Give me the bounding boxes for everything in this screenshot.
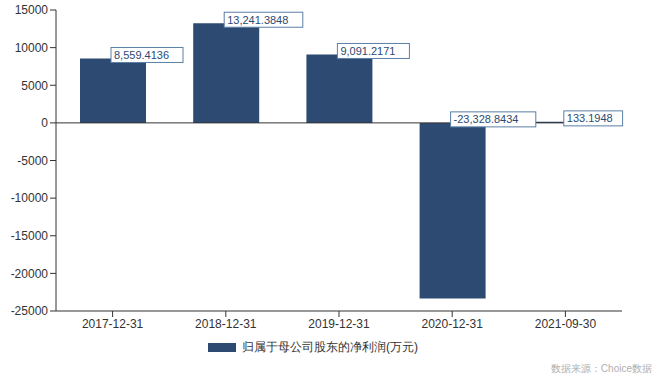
- svg-text:-23,328.8434: -23,328.8434: [454, 113, 519, 125]
- html-text:数据来源：Choice数据: 数据来源：Choice数据: [550, 363, 652, 374]
- svg-text:2019-12-31: 2019-12-31: [308, 317, 370, 331]
- html-text:归属于母公司股东的净利润(万元): 归属于母公司股东的净利润(万元): [242, 340, 418, 354]
- svg-text:8,559.4136: 8,559.4136: [114, 49, 169, 61]
- svg-text:2021-09-30: 2021-09-30: [535, 317, 597, 331]
- svg-text:15000: 15000: [15, 3, 49, 17]
- svg-text:2017-12-31: 2017-12-31: [82, 317, 144, 331]
- svg-text:9,091.2171: 9,091.2171: [340, 45, 395, 57]
- svg-text:10000: 10000: [15, 41, 49, 55]
- svg-text:-10000: -10000: [11, 191, 49, 205]
- svg-text:5000: 5000: [21, 79, 48, 93]
- svg-text:2020-12-31: 2020-12-31: [422, 317, 484, 331]
- svg-text:-20000: -20000: [11, 267, 49, 281]
- svg-text:-25000: -25000: [11, 304, 49, 318]
- svg-text:13,241.3848: 13,241.3848: [227, 14, 288, 26]
- svg-text:-15000: -15000: [11, 229, 49, 243]
- svg-text:-5000: -5000: [17, 154, 48, 168]
- svg-text:2018-12-31: 2018-12-31: [195, 317, 257, 331]
- svg-text:133.1948: 133.1948: [567, 112, 613, 124]
- svg-text:0: 0: [41, 116, 48, 130]
